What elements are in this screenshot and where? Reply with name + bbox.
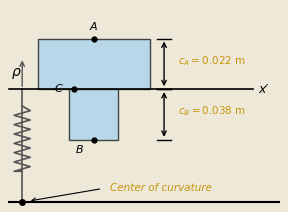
Bar: [69, 89, 118, 140]
Text: $c_B = 0.038$ m: $c_B = 0.038$ m: [178, 104, 246, 118]
Text: B: B: [76, 145, 83, 155]
Text: $\rho$: $\rho$: [11, 66, 22, 81]
Text: C: C: [54, 84, 62, 94]
Text: A: A: [90, 22, 98, 32]
Text: Center of curvature: Center of curvature: [110, 183, 212, 193]
Text: x′: x′: [259, 83, 269, 96]
Text: $c_A = 0.022$ m: $c_A = 0.022$ m: [178, 54, 246, 68]
Bar: [38, 39, 150, 89]
